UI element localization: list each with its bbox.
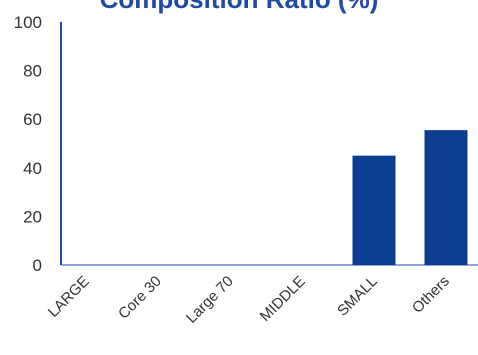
- y-tick-label: 0: [33, 256, 42, 275]
- bar: [424, 130, 468, 265]
- x-tick-label: MIDDLE: [257, 273, 309, 325]
- y-tick-label: 100: [14, 13, 42, 32]
- chart-title: Composition Ratio (%): [0, 0, 478, 14]
- x-tick-label: Core 30: [115, 273, 165, 323]
- x-tick-label: LARGE: [45, 273, 93, 321]
- x-tick-label: SMALL: [334, 273, 381, 320]
- y-tick-label: 80: [23, 62, 42, 81]
- bar: [352, 155, 396, 265]
- y-tick-label: 40: [23, 159, 42, 178]
- x-tick-label: Others: [409, 273, 453, 317]
- x-tick-label: Large 70: [183, 273, 237, 327]
- bar-series: [352, 130, 468, 265]
- y-tick-label: 60: [23, 110, 42, 129]
- x-axis-ticks: LARGE Core 30 Large 70 MIDDLE SMALL Others: [45, 273, 453, 327]
- y-axis-ticks: 0 20 40 60 80 100: [14, 13, 42, 275]
- y-tick-label: 20: [23, 207, 42, 226]
